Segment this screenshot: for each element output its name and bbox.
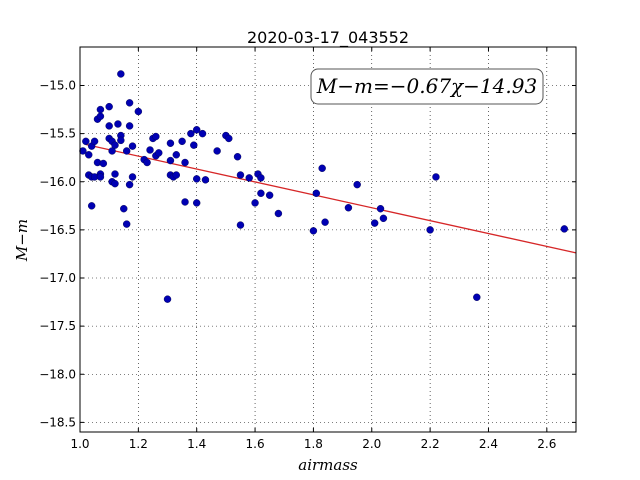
- y-tick-label: −16.5: [39, 223, 76, 237]
- plot-frame: [79, 46, 577, 433]
- data-point: [379, 214, 388, 223]
- data-point: [134, 107, 143, 116]
- data-point: [236, 171, 245, 179]
- data-point: [233, 153, 242, 161]
- x-tick-label: 2.0: [362, 437, 381, 451]
- data-point: [257, 189, 265, 198]
- annotation-box: [310, 68, 544, 105]
- data-point: [190, 141, 198, 149]
- data-point: [105, 122, 113, 130]
- data-point: [265, 191, 274, 199]
- x-tick-label: 1.4: [187, 437, 206, 451]
- data-point: [99, 159, 108, 168]
- x-tick-label: 2.6: [537, 437, 556, 451]
- y-tick-label: −15.5: [39, 127, 76, 141]
- data-point: [155, 149, 163, 157]
- data-point: [128, 142, 137, 150]
- data-point: [125, 180, 134, 189]
- data-point: [90, 137, 99, 146]
- data-point: [120, 204, 128, 213]
- data-point: [426, 226, 434, 234]
- data-point: [117, 70, 125, 78]
- data-point: [96, 105, 105, 114]
- data-point: [344, 204, 353, 212]
- data-point: [172, 151, 180, 159]
- data-point: [143, 158, 151, 167]
- chart-title: 2020-03-17_043552: [247, 28, 409, 48]
- x-tick-label: 2.4: [479, 437, 498, 451]
- x-tick-label: 1.8: [304, 437, 323, 451]
- data-point: [105, 102, 113, 111]
- y-tick-labels: −15.0 −15.5 −16.0 −16.5 −17.0 −17.5 −18.0 −18.5: [39, 79, 76, 430]
- data-point: [96, 173, 105, 181]
- axis-ticks: [79, 47, 576, 432]
- data-point: [376, 204, 385, 213]
- data-point: [225, 134, 233, 143]
- data-point: [245, 174, 253, 182]
- y-tick-label: −18.0: [39, 367, 76, 381]
- data-point: [251, 199, 259, 207]
- data-point: [353, 180, 361, 189]
- data-point: [172, 171, 180, 179]
- data-point: [166, 156, 175, 165]
- data-point: [236, 221, 245, 229]
- data-point: [111, 141, 119, 149]
- data-point: [178, 137, 186, 146]
- x-tick-labels: 1.0 1.2 1.4 1.6 1.8 2.0 2.2 2.4 2.6: [70, 437, 556, 451]
- data-point: [96, 112, 105, 121]
- data-points: [79, 70, 569, 303]
- data-point: [87, 202, 96, 210]
- y-tick-label: −18.5: [39, 415, 76, 429]
- x-tick-label: 2.2: [421, 437, 440, 451]
- data-point: [122, 147, 131, 155]
- data-point: [181, 158, 189, 167]
- data-point: [85, 151, 93, 159]
- data-point: [122, 220, 131, 228]
- data-point: [257, 174, 265, 182]
- data-point: [432, 173, 440, 181]
- y-tick-label: −16.0: [39, 175, 76, 189]
- annotation-text: M−m=−0.67χ−14.93: [316, 74, 537, 98]
- x-axis-label: airmass: [298, 456, 358, 474]
- data-point: [560, 225, 569, 233]
- data-point: [128, 173, 137, 181]
- data-point: [473, 293, 481, 301]
- x-tick-label: 1.0: [70, 437, 89, 451]
- data-point: [213, 147, 221, 155]
- data-point: [193, 199, 201, 207]
- y-axis-label: M−m: [13, 219, 31, 262]
- data-point: [166, 139, 175, 147]
- data-point: [146, 146, 154, 154]
- data-point: [82, 137, 90, 146]
- data-point: [274, 209, 283, 218]
- data-point: [187, 129, 195, 138]
- data-point: [152, 132, 160, 141]
- fit-annotation: M−m=−0.67χ−14.93: [310, 68, 544, 105]
- data-point: [79, 147, 87, 155]
- data-point: [321, 218, 329, 226]
- data-point: [198, 129, 207, 138]
- data-point: [163, 295, 172, 303]
- data-point: [193, 175, 201, 183]
- data-point: [318, 164, 326, 172]
- data-point: [370, 219, 379, 227]
- data-point: [309, 227, 318, 235]
- x-tick-label: 1.2: [129, 437, 148, 451]
- data-point: [111, 170, 119, 178]
- y-tick-label: −15.0: [39, 79, 76, 93]
- data-point: [193, 126, 201, 134]
- data-point: [181, 198, 189, 206]
- y-tick-label: −17.5: [39, 319, 76, 333]
- data-point: [114, 120, 122, 128]
- data-point: [111, 179, 119, 188]
- data-point: [201, 176, 210, 184]
- x-tick-label: 1.6: [246, 437, 265, 451]
- data-point: [312, 189, 321, 198]
- data-point: [125, 99, 134, 107]
- y-tick-label: −17.0: [39, 271, 76, 285]
- data-point: [117, 136, 125, 145]
- data-point: [125, 122, 134, 130]
